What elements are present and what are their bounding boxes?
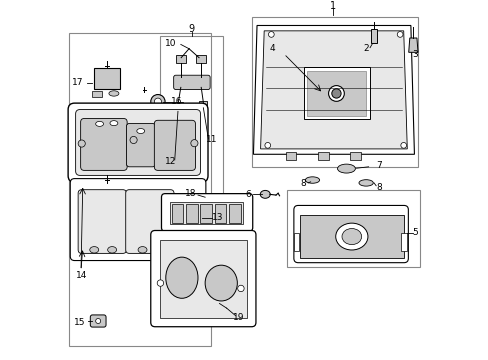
Ellipse shape [156, 247, 164, 253]
Bar [93, 68, 120, 89]
Ellipse shape [109, 91, 119, 96]
FancyBboxPatch shape [293, 206, 407, 263]
FancyBboxPatch shape [161, 194, 252, 231]
Bar [370, 29, 376, 43]
Circle shape [150, 95, 165, 109]
Text: 17: 17 [72, 78, 83, 87]
Text: 10: 10 [165, 39, 177, 48]
FancyBboxPatch shape [150, 230, 255, 327]
Polygon shape [260, 31, 407, 149]
Text: 19: 19 [233, 312, 244, 321]
FancyBboxPatch shape [76, 109, 200, 175]
Text: 5: 5 [412, 229, 418, 238]
Circle shape [331, 89, 341, 98]
Ellipse shape [137, 129, 144, 134]
Text: 7: 7 [375, 161, 381, 170]
Bar [174, 102, 182, 111]
FancyBboxPatch shape [68, 103, 207, 182]
Bar [198, 101, 206, 108]
Bar [170, 202, 243, 224]
Ellipse shape [96, 121, 103, 126]
Bar [160, 240, 247, 318]
Text: 8: 8 [376, 183, 382, 192]
Circle shape [237, 285, 244, 292]
Polygon shape [145, 109, 150, 116]
Text: 9: 9 [188, 24, 194, 34]
Bar [287, 190, 419, 267]
Circle shape [264, 143, 270, 148]
Circle shape [268, 32, 274, 37]
Text: 18: 18 [184, 189, 196, 198]
Ellipse shape [337, 164, 355, 173]
Ellipse shape [90, 247, 99, 253]
Bar [229, 204, 240, 223]
Polygon shape [408, 38, 417, 52]
FancyBboxPatch shape [81, 118, 127, 170]
Circle shape [78, 140, 85, 147]
Text: 16: 16 [170, 97, 182, 106]
Ellipse shape [165, 257, 198, 298]
Ellipse shape [205, 265, 237, 301]
Circle shape [328, 86, 344, 101]
FancyBboxPatch shape [90, 315, 106, 327]
Text: 4: 4 [269, 44, 275, 53]
Bar [303, 67, 369, 118]
Text: 13: 13 [211, 213, 223, 222]
Circle shape [96, 319, 101, 324]
Text: 8: 8 [300, 180, 306, 189]
FancyBboxPatch shape [78, 190, 126, 253]
Bar [293, 233, 299, 251]
Bar [251, 17, 417, 167]
Bar [171, 204, 183, 223]
Ellipse shape [107, 247, 116, 253]
Text: 3: 3 [411, 50, 417, 59]
Text: 2: 2 [363, 44, 368, 53]
Text: 12: 12 [164, 157, 176, 166]
Circle shape [190, 140, 198, 147]
Bar [214, 204, 226, 223]
Bar [92, 91, 102, 97]
Bar [306, 71, 366, 116]
Circle shape [130, 136, 137, 144]
Text: 11: 11 [205, 135, 217, 144]
Circle shape [400, 143, 406, 148]
FancyBboxPatch shape [125, 190, 174, 253]
Bar [186, 204, 197, 223]
Text: 15: 15 [73, 318, 85, 327]
Bar [299, 215, 403, 258]
Bar [400, 233, 406, 251]
Bar [160, 36, 223, 203]
Circle shape [154, 98, 161, 105]
FancyBboxPatch shape [173, 75, 210, 90]
Bar [349, 153, 360, 159]
Ellipse shape [335, 223, 367, 250]
Text: 14: 14 [76, 271, 87, 280]
Text: 6: 6 [244, 190, 250, 199]
Bar [69, 33, 210, 346]
Text: 1: 1 [329, 1, 336, 11]
FancyBboxPatch shape [154, 120, 195, 170]
Circle shape [157, 280, 163, 286]
Ellipse shape [138, 247, 147, 253]
Polygon shape [122, 106, 127, 112]
Ellipse shape [305, 177, 319, 183]
Bar [176, 55, 185, 63]
Ellipse shape [358, 180, 372, 186]
Ellipse shape [110, 121, 118, 126]
Ellipse shape [260, 190, 270, 198]
Bar [317, 153, 328, 159]
Bar [196, 55, 206, 63]
Bar [200, 204, 211, 223]
Ellipse shape [341, 229, 361, 244]
Circle shape [396, 32, 402, 37]
Bar [285, 153, 296, 159]
FancyBboxPatch shape [126, 123, 155, 167]
FancyBboxPatch shape [70, 179, 205, 261]
